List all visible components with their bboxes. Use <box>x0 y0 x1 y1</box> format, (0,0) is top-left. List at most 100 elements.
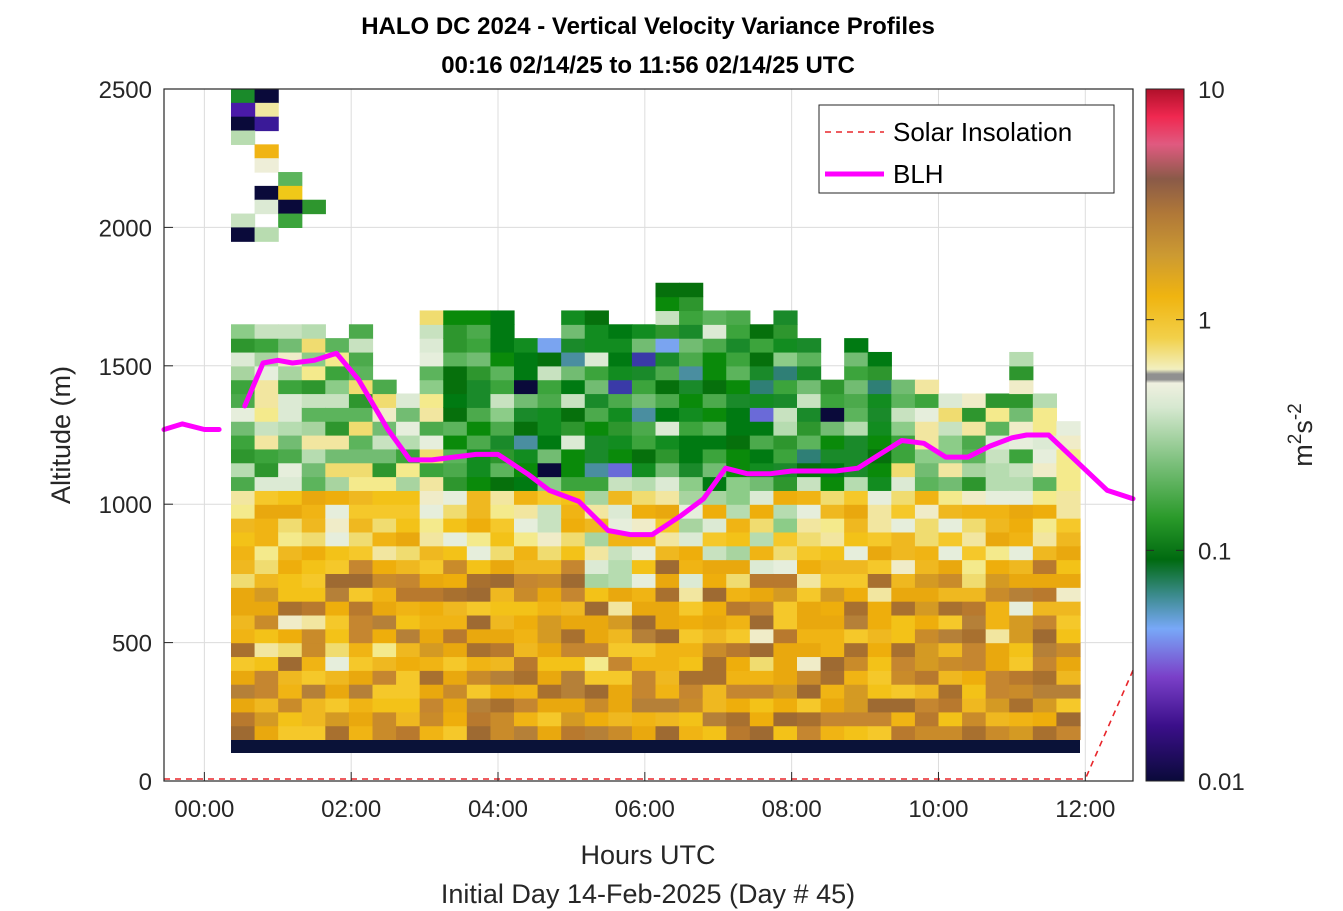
heatmap-cell <box>773 504 798 519</box>
heatmap-cell <box>962 601 987 616</box>
heatmap-cell <box>797 338 822 353</box>
heatmap-cell <box>655 601 680 616</box>
heatmap-cell <box>985 393 1010 408</box>
heatmap-cell <box>419 518 444 533</box>
heatmap-cell <box>278 725 303 741</box>
heatmap-cell <box>514 545 539 561</box>
heatmap-cell <box>301 711 326 727</box>
heatmap-cell <box>962 518 987 533</box>
heatmap-cell <box>962 725 987 741</box>
heatmap-cell <box>608 725 633 741</box>
heatmap-cell <box>938 462 963 478</box>
heatmap-cell <box>820 531 845 547</box>
heatmap-cell <box>443 711 468 727</box>
heatmap-cell <box>301 518 326 533</box>
colorbar-tick-label: 10 <box>1198 77 1225 104</box>
heatmap-cell <box>537 448 562 464</box>
heatmap-cell <box>726 518 751 533</box>
x-tick-label: 04:00 <box>468 796 528 823</box>
heatmap-cell <box>301 462 326 478</box>
heatmap-cell <box>867 421 892 436</box>
heatmap-cell <box>773 365 798 381</box>
heatmap-cell <box>490 725 515 741</box>
heatmap-cell <box>372 518 397 533</box>
heatmap-cell <box>325 614 350 630</box>
heatmap-cell <box>749 490 775 505</box>
heatmap-cell <box>914 545 940 561</box>
heatmap-cell <box>466 670 492 685</box>
heatmap-cell <box>820 545 845 561</box>
heatmap-cell <box>702 684 727 699</box>
heatmap-cell <box>254 711 279 727</box>
heatmap-cell <box>443 365 468 381</box>
heatmap-cell <box>419 545 444 561</box>
heatmap-cell <box>749 448 775 464</box>
colorbar-label: m2s-2 <box>1285 403 1318 466</box>
heatmap-cell <box>891 601 916 616</box>
heatmap-cell <box>584 462 609 478</box>
heatmap-cell <box>1009 601 1034 616</box>
heatmap-cell <box>962 421 987 436</box>
heatmap-cell <box>891 684 916 699</box>
heatmap-cell <box>608 628 633 644</box>
heatmap-cell <box>254 435 279 450</box>
heatmap-cell <box>914 518 940 533</box>
heatmap-cell <box>419 393 444 408</box>
heatmap-cell <box>749 324 775 339</box>
heatmap-cell <box>490 407 515 422</box>
heatmap-cell <box>419 407 444 422</box>
heatmap-cell <box>608 351 633 367</box>
heatmap-cell <box>584 642 609 658</box>
heatmap-cell <box>443 614 468 630</box>
heatmap-cell <box>679 670 704 685</box>
heatmap-cell <box>1009 448 1034 464</box>
heatmap-cell <box>608 435 633 450</box>
heatmap-cell <box>891 531 916 547</box>
heatmap-cell <box>679 614 704 630</box>
heatmap-cell <box>278 213 303 228</box>
heatmap-cell <box>514 628 539 644</box>
legend-blh-label: BLH <box>893 159 944 189</box>
heatmap-cell <box>797 614 822 630</box>
heatmap-cell <box>867 601 892 616</box>
heatmap-cell <box>490 545 515 561</box>
heatmap-cell <box>231 89 256 104</box>
heatmap-cell <box>1032 684 1058 699</box>
heatmap-cell <box>231 407 256 422</box>
heatmap-cell <box>372 697 397 713</box>
heatmap-cell <box>797 435 822 450</box>
heatmap-cell <box>844 614 869 630</box>
heatmap-cell <box>1056 601 1081 616</box>
heatmap-cell <box>749 379 775 395</box>
heatmap-cell <box>749 545 775 561</box>
heatmap-cell <box>702 601 727 616</box>
heatmap-cell <box>844 656 869 671</box>
heatmap-cell <box>1032 628 1058 644</box>
heatmap-cell <box>231 684 256 699</box>
heatmap-cell <box>325 338 350 353</box>
heatmap-cell <box>655 282 680 298</box>
heatmap-cell <box>679 324 704 339</box>
heatmap-cell <box>938 504 963 519</box>
heatmap-cell <box>1032 462 1058 478</box>
heatmap-cell <box>514 421 539 436</box>
heatmap-cell <box>867 379 892 395</box>
heatmap-cell <box>1056 545 1081 561</box>
heatmap-cell <box>537 670 562 685</box>
heatmap-cell <box>325 504 350 519</box>
heatmap-cell <box>773 697 798 713</box>
heatmap-cell <box>891 614 916 630</box>
heatmap-cell <box>1056 421 1081 436</box>
heatmap-cell <box>1009 421 1034 436</box>
heatmap-cell <box>254 656 279 671</box>
heatmap-cell <box>820 614 845 630</box>
heatmap-cell <box>254 628 279 644</box>
heatmap-cell <box>749 684 775 699</box>
heatmap-cell <box>655 684 680 699</box>
heatmap-cell <box>514 351 539 367</box>
heatmap-cell <box>773 393 798 408</box>
heatmap-cell <box>702 351 727 367</box>
heatmap-cell <box>655 504 680 519</box>
heatmap-cell <box>301 573 326 588</box>
heatmap-cell <box>372 504 397 519</box>
